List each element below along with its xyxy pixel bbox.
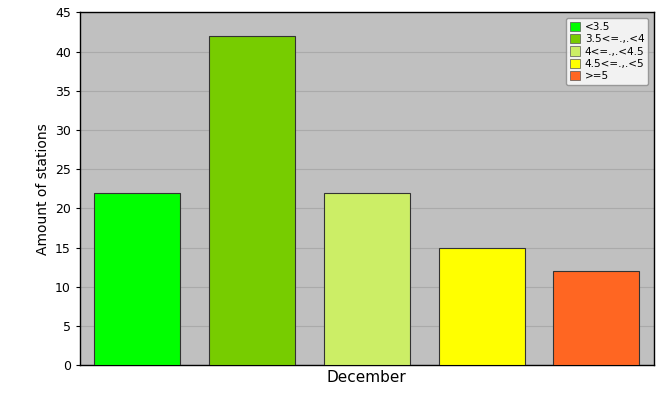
Legend: <3.5, 3.5<=.,.<4, 4<=.,.<4.5, 4.5<=.,.<5, >=5: <3.5, 3.5<=.,.<4, 4<=.,.<4.5, 4.5<=.,.<5…	[566, 18, 648, 85]
Bar	[94, 193, 180, 365]
Y-axis label: Amount of stations: Amount of stations	[35, 123, 49, 255]
Bar	[323, 193, 410, 365]
Bar	[209, 36, 295, 365]
Bar	[553, 271, 639, 365]
Bar	[439, 248, 524, 365]
